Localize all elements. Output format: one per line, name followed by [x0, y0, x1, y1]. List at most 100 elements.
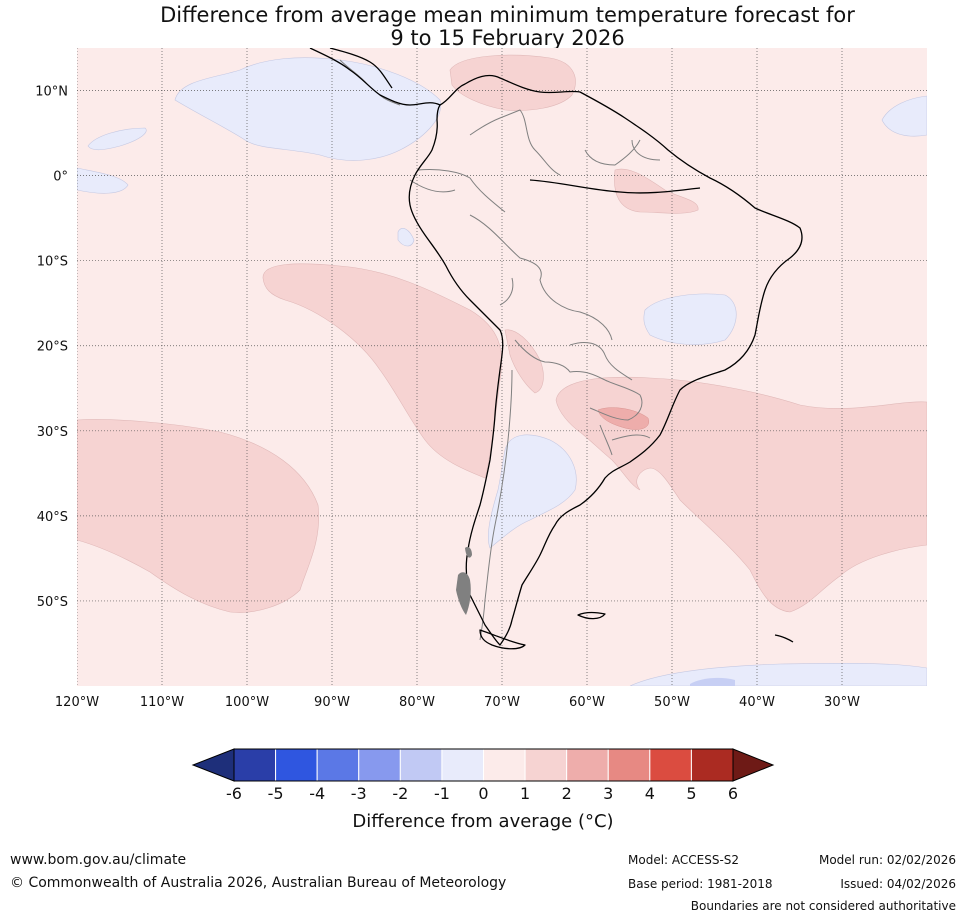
border-paraguay-brazil-argentina [589, 379, 643, 421]
cool-anomaly-argentina [487, 434, 577, 549]
colorbar-segment [399, 748, 443, 782]
lon-tick-label: 90°W [314, 695, 350, 710]
cool-anomaly-peru-coast [397, 228, 415, 247]
lat-tick-label: 30°S [37, 425, 68, 440]
footer-model: Model: ACCESS-S2 [628, 853, 740, 867]
lon-tick-label: 70°W [484, 695, 520, 710]
colorbar-tick-label: 5 [686, 784, 696, 803]
latitude-labels: 10°N 0° 10°S 20°S 30°S 40°S 50°S [35, 85, 68, 610]
border-brazil-peru-bolivia [469, 214, 613, 341]
warm-anomaly-northeast-brazil [614, 168, 699, 214]
lon-tick-label: 30°W [824, 695, 860, 710]
graticule [77, 48, 927, 686]
colorbar-tick-label: -4 [309, 784, 325, 803]
colorbar-tick-label: 2 [562, 784, 572, 803]
colorbar-segment [690, 748, 734, 782]
colorbar-tick-label: -3 [351, 784, 367, 803]
border-colombia-venezuela [469, 109, 561, 176]
colorbar-segment [607, 748, 651, 782]
cool-anomaly-galapagos [77, 167, 129, 194]
warm-anomaly-andes [504, 329, 544, 394]
coast-central-america-north [329, 48, 393, 89]
border-guianas [584, 139, 661, 166]
colorbar-tick-label: 4 [645, 784, 655, 803]
longitude-labels: 120°W 110°W 100°W 90°W 80°W 70°W 60°W 50°W 40°W 3… [55, 695, 860, 710]
border-brazil-uruguay [611, 434, 651, 441]
lon-tick-label: 50°W [654, 695, 690, 710]
cool-anomaly-central-brazil [643, 293, 737, 345]
footer-model-run: Model run: 02/02/2026 [818, 853, 956, 867]
colorbar-segment [441, 748, 484, 782]
coast-central-america [309, 48, 441, 106]
strong-cool-anomaly-southern-ocean [690, 677, 735, 686]
colorbar-segment [483, 748, 526, 782]
footer-issued: Issued: 04/02/2026 [840, 877, 956, 891]
border-argentina-uruguay [599, 424, 613, 456]
lon-tick-label: 80°W [399, 695, 435, 710]
border-peru-bolivia [499, 277, 514, 306]
cool-anomaly-areas [77, 57, 927, 686]
lon-tick-label: 110°W [140, 695, 184, 710]
strong-warm-anomaly-areas [597, 407, 650, 430]
footer-copyright: © Commonwealth of Australia 2026, Austra… [10, 875, 507, 891]
lat-tick-label: 0° [53, 170, 68, 185]
chart-title: Difference from average mean minimum tem… [0, 4, 965, 50]
lon-tick-label: 100°W [225, 695, 269, 710]
colorbar-tick-label: -2 [392, 784, 408, 803]
country-borders [339, 59, 661, 641]
coastlines [309, 48, 803, 650]
cool-anomaly-pacific-west-of-colombia [87, 127, 147, 151]
colorbar-segment [275, 748, 318, 782]
colorbar-segment [566, 748, 609, 782]
colorbar-tick-label: 3 [603, 784, 613, 803]
chilean-fjords-islands [456, 546, 472, 615]
lat-tick-label: 10°N [35, 85, 68, 100]
lat-tick-label: 20°S [37, 340, 68, 355]
lat-tick-label: 50°S [37, 595, 68, 610]
colorbar-outline [233, 748, 734, 782]
chile-archipelago [456, 572, 471, 615]
colorbar-tick-label: -6 [226, 784, 242, 803]
footer-website[interactable]: www.bom.gov.au/climate [10, 852, 187, 868]
coast-falklands [577, 611, 606, 620]
warm-anomaly-southeast-pacific [262, 263, 502, 479]
lon-tick-label: 40°W [739, 695, 775, 710]
colorbar-tick-label: 6 [728, 784, 738, 803]
strong-warm-anomaly-paraguay-brazil [597, 407, 650, 430]
cool-anomaly-eastern-pacific [174, 57, 441, 161]
footer-disclaimer: Boundaries are not considered authoritat… [690, 899, 956, 913]
border-ecuador-peru [409, 179, 456, 193]
border-bolivia-paraguay [569, 342, 633, 381]
colorbar: -6 -5 -4 -3 -2 -1 0 1 2 3 4 5 6 [191, 748, 775, 803]
colorbar-segment [358, 748, 401, 782]
cool-anomaly-atlantic-east [881, 95, 927, 137]
footer-base-period: Base period: 1981-2018 [628, 877, 773, 891]
border-colombia-ecuador-peru [417, 169, 506, 213]
coast-amazon-river [529, 179, 701, 194]
colorbar-title: Difference from average (°C) [352, 811, 613, 832]
colorbar-tick-label: 1 [520, 784, 530, 803]
colorbar-extend-min [191, 748, 235, 782]
border-chile-argentina [479, 369, 513, 641]
coast-south-georgia [774, 634, 794, 643]
coast-south-america-mainland [408, 74, 803, 646]
colorbar-tick-label: 0 [478, 784, 488, 803]
lon-tick-label: 120°W [55, 695, 99, 710]
colorbar-segment [316, 748, 360, 782]
colorbar-segment [649, 748, 692, 782]
coast-tierra-del-fuego [479, 629, 526, 650]
colorbar-tick-label: -1 [434, 784, 450, 803]
strong-cool-anomaly-areas [690, 677, 735, 686]
colorbar-extend-max [732, 748, 775, 782]
lat-tick-label: 10°S [37, 255, 68, 270]
lon-tick-label: 60°W [569, 695, 605, 710]
chiloe-island [465, 546, 472, 558]
map-panel [77, 48, 927, 686]
title-line-1: Difference from average mean minimum tem… [160, 3, 855, 27]
colorbar-segment [233, 748, 277, 782]
title-line-2: 9 to 15 February 2026 [390, 26, 625, 50]
border-bolivia-chile-argentina [514, 339, 606, 381]
colorbar-tick-label: -5 [268, 784, 284, 803]
lat-tick-label: 40°S [37, 510, 68, 525]
